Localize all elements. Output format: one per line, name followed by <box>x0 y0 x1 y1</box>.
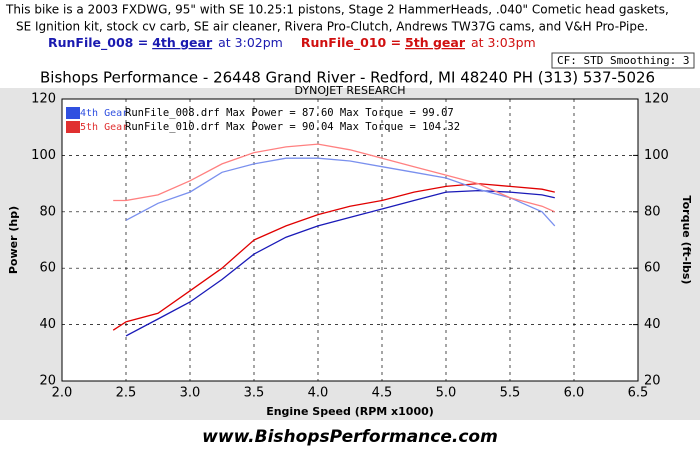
run-line: RunFile_010 = 5th gear at 3:03pm <box>301 35 536 51</box>
run-file: RunFile_010 = <box>301 35 401 51</box>
data-line <box>112 182 555 331</box>
header-line: SE Ignition kit, stock cv carb, SE air c… <box>16 20 648 34</box>
y-tick-label: 100 <box>31 148 56 163</box>
y2-tick-label: 40 <box>644 317 661 332</box>
x-tick-label: 4.0 <box>308 386 329 401</box>
header-line: This bike is a 2003 FXDWG, 95" with SE 1… <box>5 3 669 17</box>
y-tick-label: 80 <box>39 204 56 219</box>
run-time: at 3:02pm <box>218 35 283 50</box>
y2-tick-label: 20 <box>644 374 661 389</box>
x-tick-label: 6.0 <box>564 386 585 401</box>
run-file: RunFile_008 = <box>48 35 148 51</box>
legend-text: RunFile_008.drf Max Power = 87.60 Max To… <box>125 107 454 119</box>
run-gear: 5th gear <box>405 35 466 50</box>
run-time: at 3:03pm <box>471 35 536 50</box>
legend-swatch <box>66 121 80 133</box>
x-axis-title: Engine Speed (RPM x1000) <box>266 405 434 418</box>
y-tick-label: 20 <box>39 374 56 389</box>
x-tick-label: 3.5 <box>244 386 265 401</box>
data-line <box>125 157 556 227</box>
settings: CF: STD Smoothing: 3 <box>557 54 689 67</box>
x-tick-label: 5.5 <box>500 386 521 401</box>
y-tick-label: 60 <box>39 261 56 276</box>
plot-area <box>61 98 639 382</box>
legend-text: RunFile_010.drf Max Power = 90.04 Max To… <box>125 121 460 133</box>
legend-label: 5th Gear <box>80 122 128 133</box>
legend-label: 4th Gear <box>80 108 128 119</box>
run-line: RunFile_008 = 4th gear at 3:02pm <box>48 35 283 51</box>
y-tick-label: 40 <box>39 317 56 332</box>
data-line <box>125 189 555 337</box>
run-gear: 4th gear <box>152 35 213 50</box>
shop-line: Bishops Performance - 26448 Grand River … <box>40 69 655 87</box>
x-tick-label: 3.0 <box>180 386 201 401</box>
y2-tick-label: 60 <box>644 261 661 276</box>
y2-axis-title: Torque (ft-lbs) <box>680 196 693 285</box>
x-tick-label: 6.5 <box>628 386 649 401</box>
y-tick-label: 120 <box>31 92 56 107</box>
chart-title: DYNOJET RESEARCH <box>295 84 406 97</box>
x-tick-label: 4.5 <box>372 386 393 401</box>
settings-box <box>551 52 695 69</box>
y2-tick-label: 80 <box>644 204 661 219</box>
data-line <box>113 143 556 213</box>
legend-swatch <box>66 107 80 119</box>
y-axis-title: Power (hp) <box>7 206 20 274</box>
footer: www.BishopsPerformance.com <box>202 427 498 447</box>
x-tick-label: 2.0 <box>52 386 73 401</box>
y2-tick-label: 100 <box>644 148 669 163</box>
x-tick-label: 5.0 <box>436 386 457 401</box>
y2-tick-label: 120 <box>644 92 669 107</box>
x-tick-label: 2.5 <box>116 386 137 401</box>
